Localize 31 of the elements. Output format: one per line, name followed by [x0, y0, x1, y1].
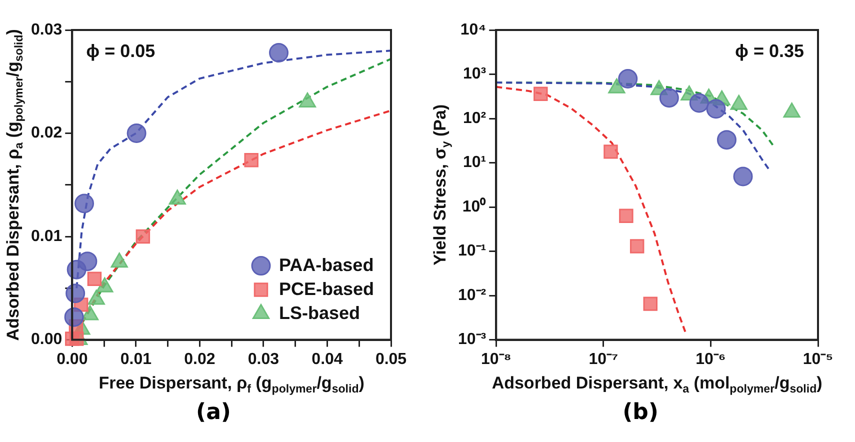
x-tick-label: 10⁻⁵	[802, 350, 834, 368]
y-tick-label: 0.02	[31, 124, 62, 142]
legend-label: PAA-based	[279, 254, 374, 275]
y-tick-label: 10²	[463, 110, 486, 127]
legend-label: PCE-based	[279, 278, 374, 299]
x-tick-label: 0.05	[375, 350, 407, 368]
text: (b)	[622, 400, 660, 425]
y-tick-label: 10¹	[463, 154, 486, 172]
y-axis-title: Adsorbed Dispersant, ρa (gpolymer/gsolid)	[4, 29, 26, 341]
x-tick-label: 10⁻⁶	[696, 350, 726, 368]
y-tick-label: 10⁴	[460, 21, 486, 38]
x-tick-label: 0.03	[248, 350, 280, 368]
y-tick-label: 10⁰	[462, 197, 486, 216]
y-axis-title: Yield Stress, σy (Pa)	[430, 104, 452, 266]
x-tick-label: 0.00	[56, 350, 88, 368]
legend-label: LS-based	[279, 302, 360, 323]
annotation: ϕ = 0.35	[734, 40, 804, 61]
annotation: ϕ = 0.05	[86, 40, 156, 61]
text: (a)	[195, 400, 232, 425]
x-tick-label: 10⁻⁷	[588, 350, 618, 368]
y-tick-label: 10⁻²	[458, 286, 486, 304]
x-tick-label: 10⁻⁸	[480, 350, 512, 368]
y-tick-label: 10⁻¹	[458, 242, 486, 260]
x-tick-label: 0.02	[184, 350, 216, 368]
y-tick-label: 10³	[463, 66, 486, 83]
y-tick-label: 10⁻³	[458, 331, 486, 348]
y-tick-label: 0.00	[31, 331, 62, 348]
x-tick-label: 0.04	[312, 350, 343, 368]
y-tick-label: 0.01	[31, 228, 62, 245]
x-tick-label: 0.01	[120, 350, 152, 368]
y-tick-label: 0.03	[31, 21, 62, 38]
